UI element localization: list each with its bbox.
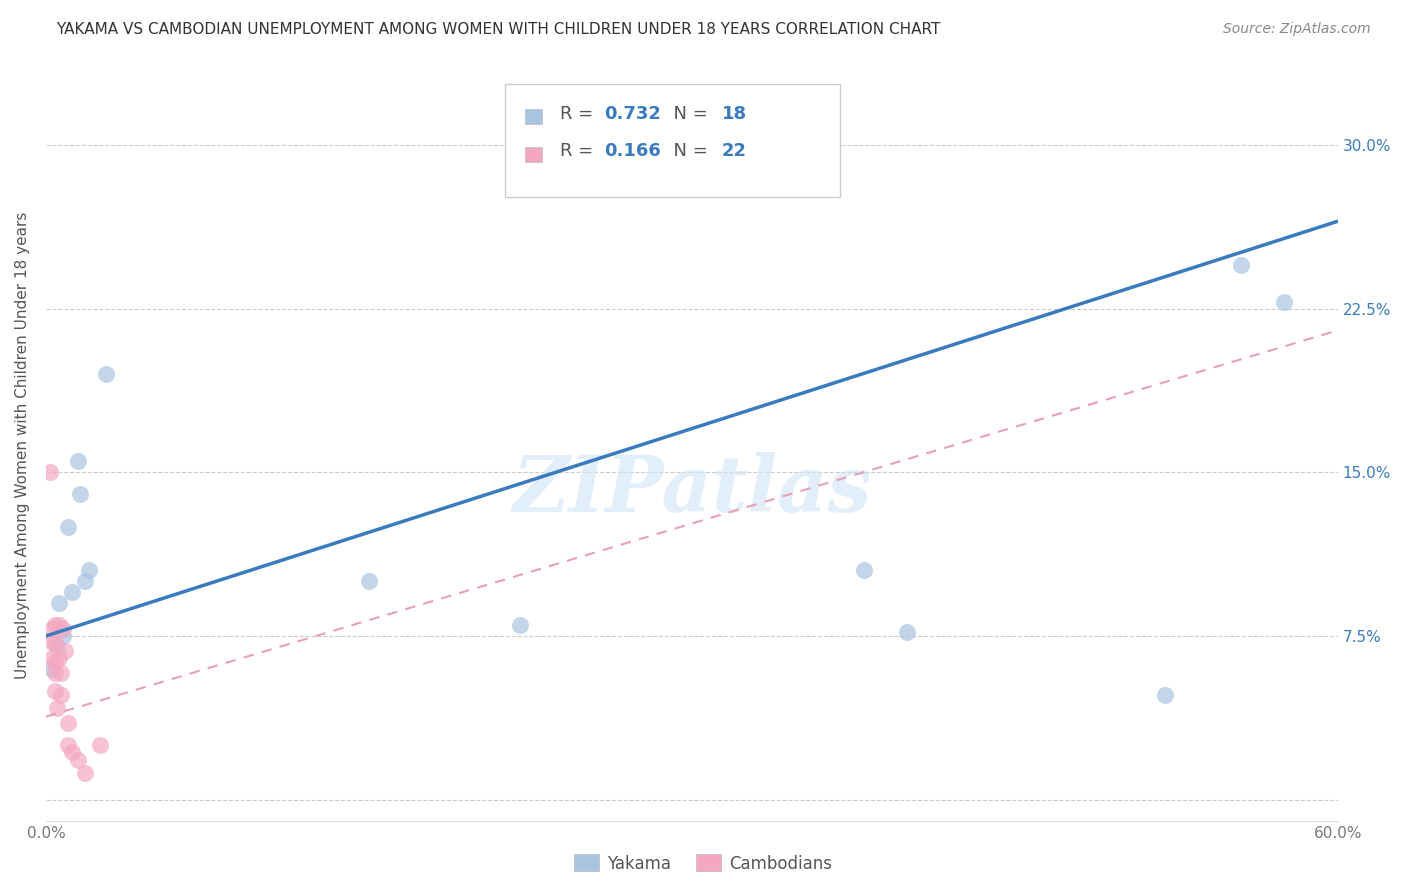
Text: 22: 22 <box>721 143 747 161</box>
Text: N =: N = <box>662 104 714 123</box>
Point <box>41 650 63 665</box>
Point <box>44 655 66 669</box>
Point <box>56 716 79 731</box>
Point <box>39 465 62 479</box>
Legend: Yakama, Cambodians: Yakama, Cambodians <box>567 847 839 880</box>
Text: R =: R = <box>560 104 599 123</box>
Point <box>67 454 90 468</box>
Point <box>41 662 63 676</box>
Point <box>60 585 83 599</box>
Point <box>48 618 70 632</box>
Point <box>41 623 63 637</box>
Point <box>56 738 79 752</box>
Point <box>89 738 111 752</box>
Point <box>52 629 75 643</box>
Point <box>1272 295 1295 310</box>
Point <box>357 574 380 589</box>
Point <box>44 635 66 649</box>
Point <box>44 618 66 632</box>
Point <box>44 683 66 698</box>
Point <box>1154 688 1177 702</box>
Point <box>1229 258 1251 272</box>
Point <box>52 623 75 637</box>
Text: 0.732: 0.732 <box>605 104 661 123</box>
Point <box>73 574 96 589</box>
Point <box>56 520 79 534</box>
Text: 18: 18 <box>721 104 747 123</box>
Point <box>60 745 83 759</box>
FancyBboxPatch shape <box>526 147 541 161</box>
Text: YAKAMA VS CAMBODIAN UNEMPLOYMENT AMONG WOMEN WITH CHILDREN UNDER 18 YEARS CORREL: YAKAMA VS CAMBODIAN UNEMPLOYMENT AMONG W… <box>56 22 941 37</box>
Point <box>69 487 91 501</box>
Point <box>509 618 531 632</box>
Point <box>49 688 72 702</box>
Text: ZIPatlas: ZIPatlas <box>512 452 872 528</box>
Text: R =: R = <box>560 143 599 161</box>
Point <box>96 367 118 381</box>
Point <box>41 635 63 649</box>
Point <box>45 701 67 715</box>
Point <box>67 753 90 767</box>
Point <box>853 564 876 578</box>
Point <box>44 666 66 681</box>
Text: N =: N = <box>662 143 714 161</box>
Point <box>73 766 96 780</box>
Point <box>77 564 100 578</box>
Text: 0.166: 0.166 <box>605 143 661 161</box>
Y-axis label: Unemployment Among Women with Children Under 18 years: Unemployment Among Women with Children U… <box>15 211 30 679</box>
Point <box>45 640 67 654</box>
FancyBboxPatch shape <box>505 84 841 196</box>
FancyBboxPatch shape <box>526 109 541 124</box>
Point <box>48 650 70 665</box>
Point <box>53 644 76 658</box>
Point <box>49 666 72 681</box>
Text: Source: ZipAtlas.com: Source: ZipAtlas.com <box>1223 22 1371 37</box>
Point <box>896 624 918 639</box>
Point <box>48 596 70 610</box>
